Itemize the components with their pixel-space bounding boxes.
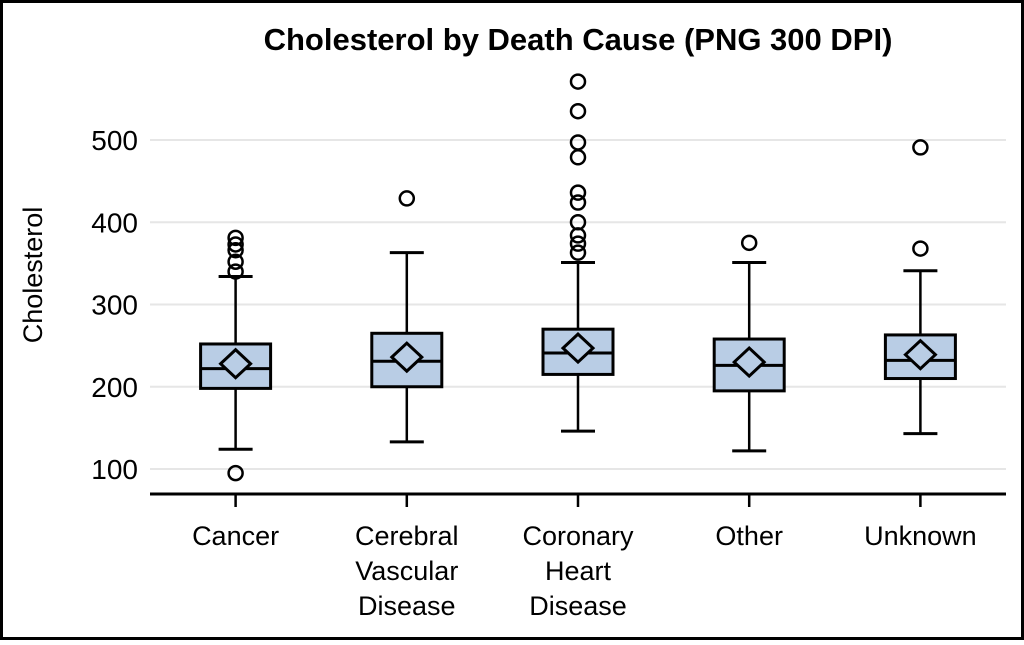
y-axis-title: Cholesterol	[18, 207, 48, 344]
x-category-label: Unknown	[864, 521, 977, 551]
x-category-label: Disease	[358, 591, 456, 621]
mean-diamond	[218, 347, 253, 380]
mean-diamond	[560, 332, 596, 365]
x-category-label: Cerebral	[355, 521, 459, 551]
outlier-point	[912, 139, 929, 156]
y-tick-label: 500	[91, 125, 138, 156]
outlier-point	[227, 263, 244, 280]
outlier-point	[569, 184, 587, 201]
y-tick-label: 300	[91, 290, 138, 321]
outlier-point	[227, 241, 244, 259]
x-category-label: Disease	[529, 591, 627, 621]
outlier-point	[569, 227, 587, 244]
outlier-point	[569, 149, 587, 166]
box-other	[712, 234, 786, 453]
outlier-point	[227, 229, 244, 247]
x-category-label: Heart	[545, 556, 612, 586]
outlier-point	[569, 73, 587, 90]
mean-diamond	[732, 346, 767, 379]
outlier-point	[569, 102, 587, 120]
outlier-point	[569, 194, 587, 211]
outlier-point	[227, 236, 244, 253]
outlier-point	[398, 190, 416, 207]
plot-area: 100 200 300 400 500 Cancer Cerebral Vascular Dis…	[91, 73, 1006, 621]
box-cancer	[199, 229, 273, 482]
outlier-point	[227, 464, 244, 482]
mean-diamond	[389, 341, 424, 374]
mean-diamond	[903, 338, 938, 371]
outlier-point	[227, 253, 244, 270]
chart-title: Cholesterol by Death Cause (PNG 300 DPI)	[264, 22, 893, 57]
box-coronary-heart-disease	[541, 73, 615, 433]
outlier-point	[740, 234, 758, 252]
x-category-label: Cancer	[192, 521, 279, 551]
outlier-point	[569, 134, 587, 151]
box-cerebral-vascular-disease	[370, 190, 444, 444]
x-category-label: Vascular	[355, 556, 458, 586]
outlier-point	[912, 240, 929, 257]
x-category-label: Coronary	[522, 521, 634, 551]
outlier-point	[569, 235, 587, 252]
y-tick-label: 400	[91, 207, 138, 238]
box-unknown	[883, 139, 957, 436]
y-tick-label: 200	[91, 372, 138, 403]
outlier-point	[569, 244, 587, 261]
x-category-label: Other	[715, 521, 783, 551]
y-tick-label: 100	[91, 454, 138, 485]
